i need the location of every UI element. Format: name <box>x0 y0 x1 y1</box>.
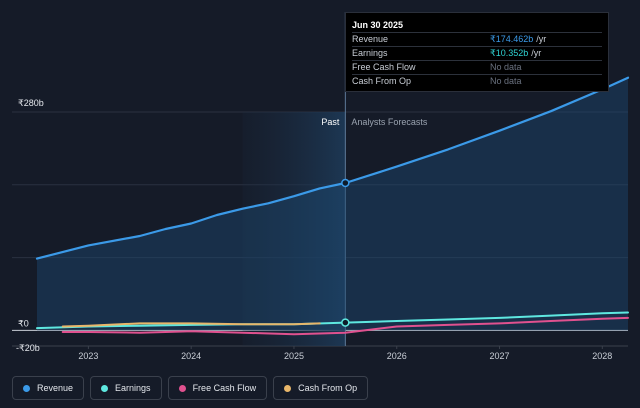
revenue-area <box>37 77 628 331</box>
tooltip-date: Jun 30 2025 <box>352 20 404 30</box>
cash-from-op-dot-icon <box>284 384 292 392</box>
area-layer <box>37 77 628 331</box>
tooltip-row-fcf: Free Cash Flow No data <box>352 60 602 74</box>
earnings-dot-icon <box>101 384 109 392</box>
past-band <box>242 112 346 346</box>
cash-from-op-line <box>61 322 321 328</box>
label-layer: ₹280b ₹0 -₹20b 2023 2024 2025 2026 2027 2028 Past… <box>16 98 612 361</box>
y-tick-label: ₹0 <box>18 318 29 328</box>
legend-label: Earnings <box>115 383 151 393</box>
tooltip-value: ₹174.462b <box>490 34 534 44</box>
y-tick-label: ₹280b <box>18 98 44 108</box>
tooltip-value: No data <box>490 76 522 86</box>
x-tick-label: 2024 <box>181 351 201 361</box>
free-cash-flow-dot-icon <box>178 384 186 392</box>
x-tick-label: 2028 <box>592 351 612 361</box>
tooltip-value: ₹10.352b <box>490 48 529 58</box>
tooltip-label: Cash From Op <box>352 76 412 86</box>
tooltip-label: Earnings <box>352 48 388 58</box>
revenue-line <box>35 76 630 260</box>
legend-label: Cash From Op <box>298 383 358 393</box>
legend-item-revenue[interactable]: Revenue <box>12 376 85 400</box>
legend-item-cash-from-op[interactable]: Cash From Op <box>273 376 369 400</box>
legend: Revenue Earnings Free Cash Flow Cash Fro… <box>12 376 369 400</box>
legend-item-free-cash-flow[interactable]: Free Cash Flow <box>167 376 268 400</box>
revenue-marker <box>341 178 350 188</box>
legend-item-earnings[interactable]: Earnings <box>90 376 162 400</box>
tooltip-unit: /yr <box>536 34 547 44</box>
past-label: Past <box>321 117 340 127</box>
x-tick-label: 2027 <box>490 351 510 361</box>
tooltip-row-cfo: Cash From Op No data <box>352 74 602 88</box>
free-cash-flow-line <box>61 316 629 336</box>
tooltip-value: No data <box>490 62 522 72</box>
tooltip-row-earnings: Earnings ₹10.352b /yr <box>352 46 602 60</box>
revenue-dot-icon <box>23 384 30 392</box>
x-tick-label: 2023 <box>78 351 98 361</box>
tooltip: Jun 30 2025 Revenue ₹174.462b /yr Earnin… <box>345 12 609 92</box>
forecast-label: Analysts Forecasts <box>351 117 428 127</box>
x-tick-label: 2025 <box>284 351 304 361</box>
chart-area: ₹280b ₹0 -₹20b 2023 2024 2025 2026 2027 2028 Past… <box>12 12 630 361</box>
earnings-marker <box>341 318 350 327</box>
marker-layer <box>341 178 350 327</box>
tooltip-label: Free Cash Flow <box>352 62 416 72</box>
tooltip-row-revenue: Revenue ₹174.462b /yr <box>352 32 602 46</box>
tooltip-unit: /yr <box>531 48 542 58</box>
legend-label: Free Cash Flow <box>192 383 257 393</box>
x-tick-label: 2026 <box>387 351 407 361</box>
y-tick-label: -₹20b <box>16 343 40 353</box>
tooltip-label: Revenue <box>352 34 389 44</box>
past-band-layer <box>242 12 346 346</box>
legend-label: Revenue <box>37 383 74 393</box>
